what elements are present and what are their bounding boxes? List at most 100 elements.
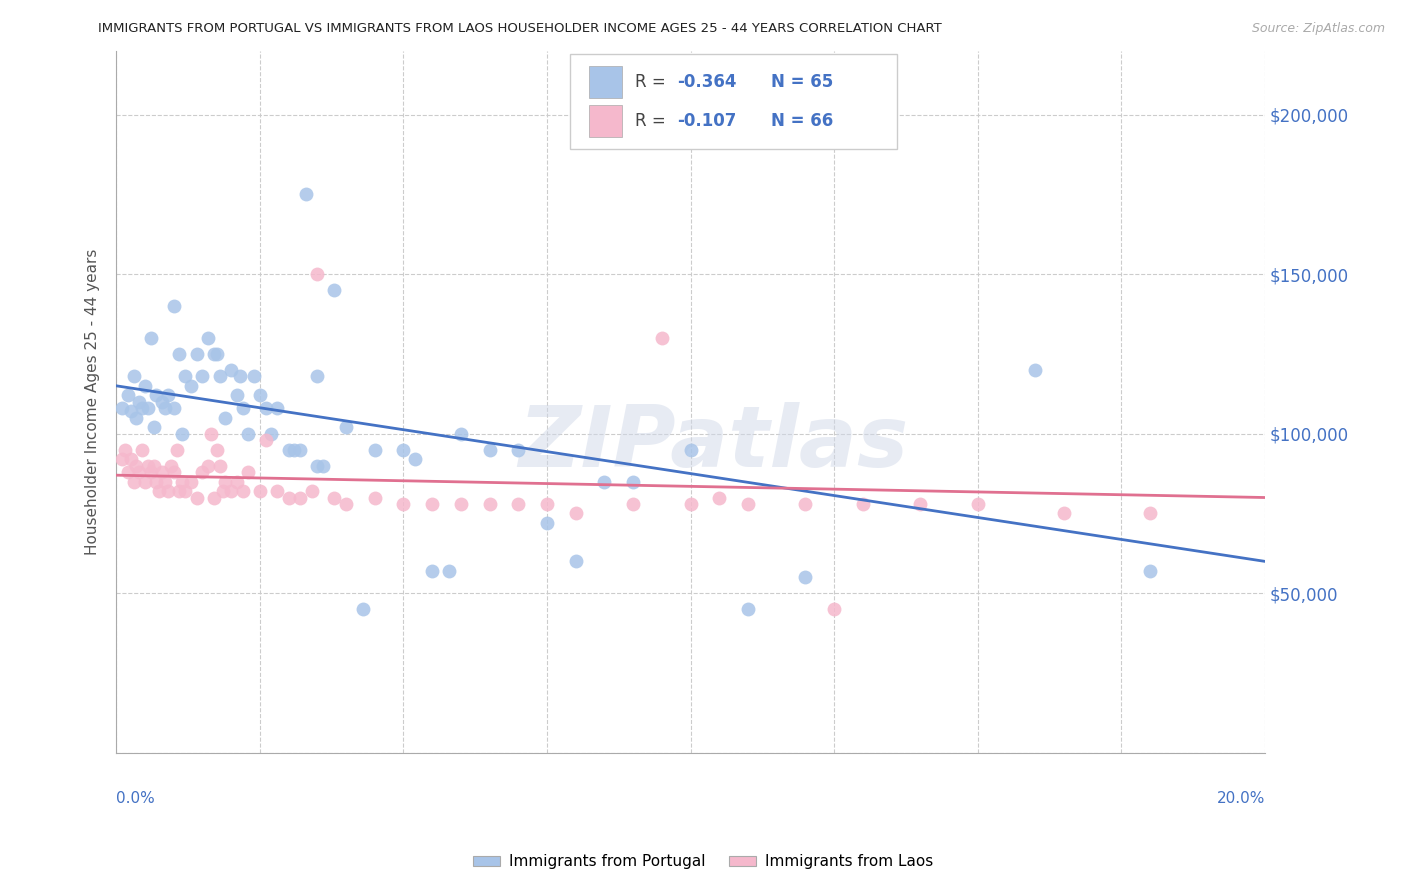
Point	[1139, 564, 1161, 578]
Point	[392, 497, 415, 511]
Point	[404, 452, 426, 467]
Point	[910, 497, 932, 511]
Point	[564, 507, 586, 521]
Point	[180, 475, 202, 489]
Point	[794, 570, 817, 584]
Point	[128, 394, 150, 409]
Point	[508, 442, 530, 457]
Point	[288, 491, 311, 505]
Point	[277, 442, 299, 457]
Point	[301, 484, 323, 499]
Point	[1139, 507, 1161, 521]
Point	[225, 388, 247, 402]
Point	[420, 564, 443, 578]
Point	[169, 347, 191, 361]
Point	[536, 516, 558, 530]
Point	[211, 484, 233, 499]
Point	[1053, 507, 1076, 521]
Point	[254, 433, 277, 447]
Point	[159, 458, 181, 473]
Point	[508, 497, 530, 511]
Point	[363, 491, 385, 505]
Point	[174, 484, 197, 499]
Point	[134, 475, 156, 489]
Point	[852, 497, 875, 511]
Point	[593, 475, 616, 489]
Point	[621, 497, 644, 511]
Point	[148, 484, 170, 499]
Point	[478, 497, 501, 511]
Point	[139, 465, 162, 479]
Text: R =: R =	[636, 73, 672, 91]
Point	[134, 379, 156, 393]
Point	[363, 442, 385, 457]
Point	[172, 475, 194, 489]
Point	[737, 497, 759, 511]
FancyBboxPatch shape	[569, 54, 897, 149]
Point	[122, 369, 145, 384]
Point	[243, 369, 266, 384]
Point	[249, 388, 271, 402]
Point	[122, 475, 145, 489]
Text: Source: ZipAtlas.com: Source: ZipAtlas.com	[1251, 22, 1385, 36]
Point	[136, 401, 159, 416]
Point	[131, 401, 153, 416]
Point	[117, 388, 139, 402]
Point	[166, 442, 188, 457]
Point	[208, 369, 231, 384]
Point	[191, 369, 214, 384]
Point	[136, 458, 159, 473]
Point	[125, 410, 148, 425]
Point	[478, 442, 501, 457]
Point	[450, 497, 472, 511]
Point	[288, 442, 311, 457]
Point	[128, 465, 150, 479]
Point	[205, 442, 228, 457]
Point	[323, 283, 346, 297]
Point	[163, 299, 186, 313]
Point	[180, 379, 202, 393]
Point	[197, 458, 219, 473]
Point	[202, 347, 225, 361]
Point	[120, 452, 142, 467]
Text: 0.0%: 0.0%	[117, 791, 155, 806]
Point	[621, 475, 644, 489]
FancyBboxPatch shape	[589, 105, 621, 136]
Point	[335, 497, 357, 511]
Point	[169, 484, 191, 499]
Point	[150, 394, 173, 409]
Point	[145, 388, 167, 402]
Point	[307, 458, 329, 473]
Point	[232, 401, 254, 416]
Point	[153, 401, 176, 416]
Point	[737, 602, 759, 616]
Point	[208, 458, 231, 473]
Point	[794, 497, 817, 511]
Text: N = 65: N = 65	[770, 73, 834, 91]
Point	[536, 497, 558, 511]
Text: R =: R =	[636, 112, 672, 130]
Point	[214, 410, 236, 425]
Point	[156, 388, 179, 402]
Point	[111, 401, 134, 416]
Point	[450, 426, 472, 441]
Point	[131, 442, 153, 457]
Point	[125, 458, 148, 473]
Point	[163, 465, 186, 479]
Point	[335, 420, 357, 434]
Point	[219, 363, 242, 377]
Point	[323, 491, 346, 505]
Point	[439, 564, 461, 578]
Point	[307, 369, 329, 384]
Point	[142, 458, 165, 473]
Legend: Immigrants from Portugal, Immigrants from Laos: Immigrants from Portugal, Immigrants fro…	[467, 848, 939, 875]
Point	[205, 347, 228, 361]
Point	[200, 426, 222, 441]
Point	[249, 484, 271, 499]
Text: ZIPatlas: ZIPatlas	[519, 402, 908, 485]
Point	[214, 475, 236, 489]
FancyBboxPatch shape	[589, 67, 621, 98]
Point	[307, 267, 329, 281]
Point	[172, 426, 194, 441]
Point	[229, 369, 252, 384]
